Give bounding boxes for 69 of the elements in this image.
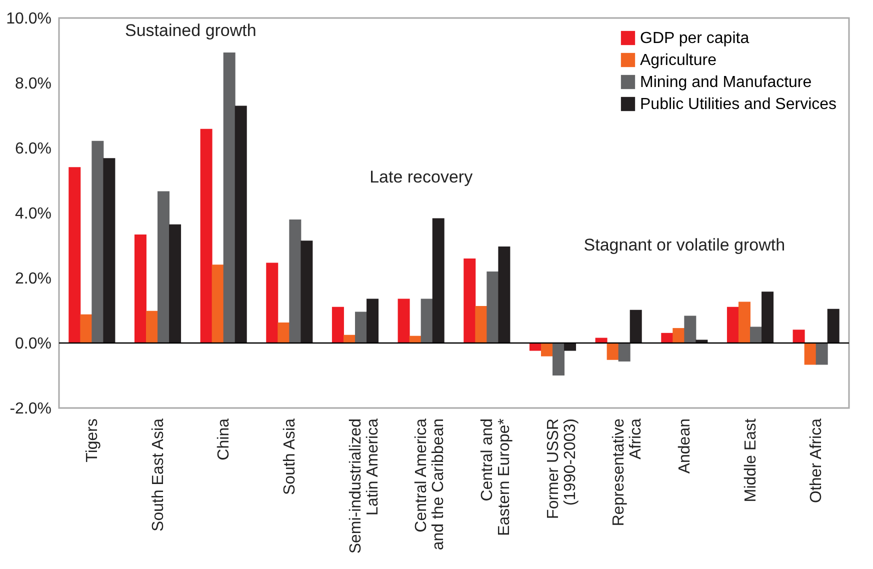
bar	[68, 167, 81, 343]
bar	[420, 298, 433, 343]
bar	[92, 140, 104, 343]
x-tick-label: Semi-industrialized Latin America	[347, 418, 382, 554]
bar	[564, 343, 576, 351]
bar	[234, 106, 247, 343]
bar	[146, 310, 158, 343]
y-tick-label: 0.0%	[15, 336, 52, 352]
bar	[684, 316, 696, 343]
bar	[366, 298, 379, 343]
y-tick-label: 4.0%	[15, 206, 52, 222]
bar	[266, 262, 278, 343]
bar	[355, 312, 368, 343]
bar	[606, 343, 619, 360]
bar	[464, 258, 476, 343]
bar	[432, 218, 444, 343]
bar	[762, 292, 774, 343]
bar	[169, 224, 182, 343]
bar	[661, 332, 674, 343]
bar	[200, 128, 212, 343]
annotation: Sustained growth	[124, 21, 256, 40]
bar	[540, 343, 553, 356]
bar	[486, 272, 499, 343]
legend-label: Agriculture	[640, 52, 717, 69]
bar	[529, 343, 542, 351]
y-tick-label: -2.0%	[10, 400, 52, 418]
bar	[498, 246, 510, 343]
bar	[332, 306, 344, 343]
bar	[80, 314, 92, 343]
x-tick-label: South East Asia	[150, 418, 167, 532]
y-tick-label: 10.0%	[6, 10, 52, 28]
bar	[103, 158, 116, 343]
bar	[816, 343, 828, 365]
x-tick-label: South Asia	[281, 418, 298, 495]
x-tick-label: Representative Africa	[610, 418, 645, 526]
bar	[212, 264, 224, 343]
bar	[223, 52, 236, 343]
y-tick-label: 6.0%	[15, 140, 52, 158]
bar	[278, 322, 290, 343]
y-tick-label: 8.0%	[15, 76, 52, 92]
bar	[804, 343, 816, 365]
x-tick-label: Middle East	[742, 418, 760, 502]
x-tick-label: Former USSR (1990-2003)	[544, 418, 579, 519]
bar	[300, 240, 313, 343]
legend-label: GDP per capita	[640, 30, 750, 47]
x-tick-label: Other Africa	[808, 418, 826, 503]
legend-label: Public Utilities and Services	[640, 96, 837, 113]
bar	[475, 306, 488, 343]
legend-label: Mining and Manufacture	[640, 74, 812, 91]
x-tick-label: Central America and the Caribbean	[413, 418, 448, 550]
bar	[827, 308, 840, 343]
bar	[726, 306, 739, 343]
bar	[134, 234, 146, 343]
bar	[618, 343, 630, 362]
bar	[750, 326, 762, 343]
bar	[738, 302, 750, 343]
bar	[158, 191, 170, 343]
bar	[630, 310, 642, 343]
y-tick-label: 2.0%	[15, 270, 52, 288]
x-tick-label: Andean	[676, 418, 694, 474]
x-tick-label: Tigers	[84, 418, 101, 462]
annotation: Late recovery	[370, 167, 474, 186]
annotation: Stagnant or volatile growth	[584, 236, 786, 254]
bar	[672, 328, 685, 343]
bar	[289, 220, 302, 343]
bar	[792, 330, 805, 343]
bar	[552, 343, 565, 376]
x-tick-label: China	[216, 418, 233, 460]
bar	[398, 298, 410, 343]
